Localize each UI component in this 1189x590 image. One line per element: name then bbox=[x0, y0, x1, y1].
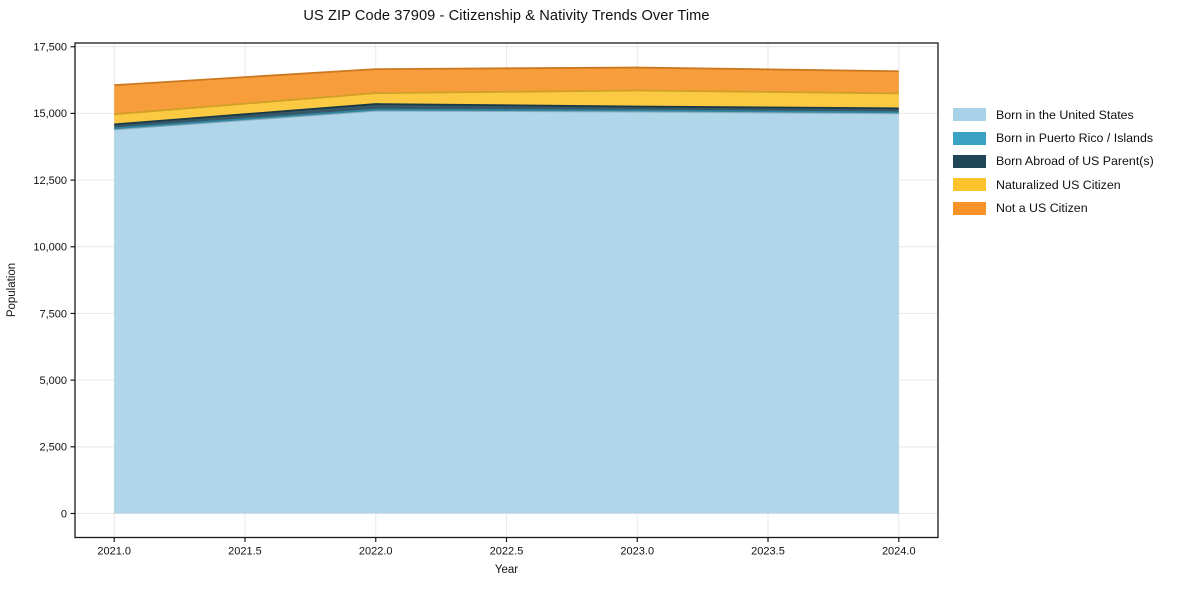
y-tick-label: 0 bbox=[61, 508, 67, 520]
area-edge-line bbox=[114, 109, 899, 131]
legend-swatch bbox=[953, 131, 986, 145]
legend-label: Naturalized US Citizen bbox=[996, 177, 1121, 192]
y-tick-label: 7,500 bbox=[39, 308, 67, 320]
x-tick-label: 2021.0 bbox=[97, 546, 131, 558]
stacked-areas bbox=[114, 66, 899, 514]
y-tick-label: 17,500 bbox=[33, 42, 67, 54]
legend-label: Born in the United States bbox=[996, 107, 1134, 122]
legend-swatch bbox=[953, 154, 986, 168]
area-edge-line bbox=[114, 108, 899, 130]
legend-item: Naturalized US Citizen bbox=[953, 173, 1154, 196]
x-tick-label: 2021.5 bbox=[228, 546, 262, 558]
legend-label: Born Abroad of US Parent(s) bbox=[996, 154, 1154, 169]
x-axis-label: Year bbox=[494, 564, 519, 576]
legend-item: Born in Puerto Rico / Islands bbox=[953, 126, 1154, 149]
area-series bbox=[114, 110, 899, 514]
x-tick-label: 2023.5 bbox=[751, 546, 785, 558]
y-tick-label: 2,500 bbox=[39, 442, 67, 454]
x-tick-label: 2022.0 bbox=[359, 546, 393, 558]
legend-swatch bbox=[953, 108, 986, 122]
legend-item: Not a US Citizen bbox=[953, 197, 1154, 220]
y-tick-label: 5,000 bbox=[39, 375, 67, 387]
legend-item: Born in the United States bbox=[953, 103, 1154, 126]
legend-swatch bbox=[953, 178, 986, 192]
legend-item: Born Abroad of US Parent(s) bbox=[953, 150, 1154, 173]
area-series bbox=[114, 67, 899, 115]
x-tick-label: 2023.0 bbox=[620, 546, 654, 558]
area-edge-line bbox=[114, 89, 899, 116]
y-tick-label: 15,000 bbox=[33, 108, 67, 120]
legend-label: Not a US Citizen bbox=[996, 201, 1088, 216]
chart-title: US ZIP Code 37909 - Citizenship & Nativi… bbox=[303, 8, 710, 24]
axis-ticks: 2021.0 2021.5 2022.0 2022.5 2023.0 2023.5 2024… bbox=[33, 42, 915, 558]
legend: Born in the United States Born in Puerto … bbox=[953, 103, 1154, 220]
area-edge-line bbox=[114, 66, 899, 87]
area-edge-line bbox=[114, 103, 899, 126]
y-axis-label: Population bbox=[6, 262, 18, 318]
legend-label: Born in Puerto Rico / Islands bbox=[996, 131, 1154, 146]
y-tick-label: 12,500 bbox=[33, 175, 67, 187]
x-tick-label: 2022.5 bbox=[490, 546, 524, 558]
legend-swatch bbox=[953, 201, 986, 215]
y-tick-label: 10,000 bbox=[33, 242, 67, 254]
x-tick-label: 2024.0 bbox=[882, 546, 916, 558]
